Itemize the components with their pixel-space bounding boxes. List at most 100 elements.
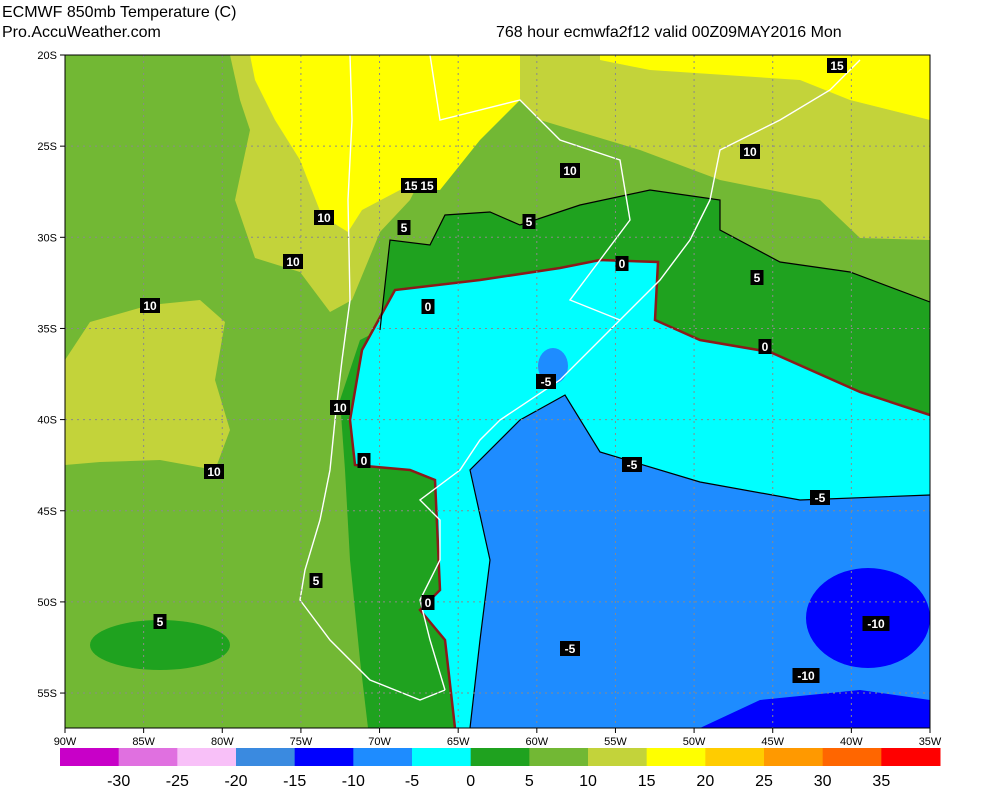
graticule: [65, 55, 930, 728]
contour-label: 10: [743, 145, 757, 159]
field-0-5: [90, 620, 230, 670]
contour-label: 10: [207, 465, 221, 479]
longitude-label: 70W: [368, 736, 391, 748]
coastline: [418, 59, 861, 691]
border: [429, 54, 631, 321]
contour-label-box: [283, 254, 303, 269]
field-minus15-minus10: [700, 690, 930, 728]
contour-label-box: [330, 400, 350, 415]
color-scale-label: 35: [872, 773, 890, 790]
contour-label-box: [536, 374, 556, 389]
map-field: [65, 54, 931, 729]
longitude-label: 75W: [290, 736, 313, 748]
color-swatch: [177, 748, 237, 766]
color-swatch: [705, 748, 765, 766]
axes: 20S 25S 30S 35S 40S 45S 50S 55S 90W 85W 80W 75W 70W 6…: [37, 50, 942, 748]
isotherm: [379, 189, 931, 331]
color-swatch: [822, 748, 882, 766]
contour-label: 0: [425, 596, 432, 610]
longitude-label: 45W: [761, 736, 784, 748]
contour-label: -10: [867, 617, 885, 631]
color-swatch: [646, 748, 706, 766]
longitude-label: 90W: [54, 736, 77, 748]
contour-label: 0: [619, 257, 626, 271]
latitude-label: 50S: [37, 597, 57, 609]
longitude-label: 60W: [526, 736, 549, 748]
color-swatch: [470, 748, 530, 766]
contour-label-box: [140, 298, 160, 313]
latitude-label: 30S: [37, 232, 57, 244]
map-title: ECMWF 850mb Temperature (C): [2, 4, 236, 21]
contour-label-box: [421, 299, 435, 314]
contour-label-box: [309, 573, 323, 588]
field-minus10-minus5: [470, 395, 930, 728]
color-scale-label: 5: [525, 773, 534, 790]
contour-label: 10: [563, 164, 577, 178]
contour-label: 15: [404, 179, 418, 193]
color-scale-label: 20: [696, 773, 714, 790]
color-scale-label: -20: [224, 773, 247, 790]
color-swatch: [294, 748, 354, 766]
contour-label-box: [153, 614, 167, 629]
contour-label: 5: [313, 574, 320, 588]
color-scale-label: -5: [405, 773, 419, 790]
contour-label: 0: [361, 454, 368, 468]
contour-label-box: [401, 178, 421, 193]
color-scale-label: -10: [342, 773, 365, 790]
longitude-label: 85W: [132, 736, 155, 748]
contour-label-box: [750, 270, 764, 285]
color-swatch: [588, 748, 648, 766]
latitude-label: 40S: [37, 415, 57, 427]
contour-label-box: [792, 668, 820, 683]
contour-label-box: [622, 457, 642, 472]
color-swatch: [353, 748, 413, 766]
contour-label: -5: [815, 491, 826, 505]
color-swatch: [412, 748, 472, 766]
color-scale-label: -15: [283, 773, 306, 790]
field-15-20: [600, 55, 930, 120]
contour-label: 10: [143, 299, 157, 313]
contour-label-box: [522, 214, 536, 229]
color-swatch: [529, 748, 589, 766]
latitude-label: 55S: [37, 688, 57, 700]
longitude-label: 55W: [604, 736, 627, 748]
contour-label-box: [417, 178, 437, 193]
color-swatch: [118, 748, 178, 766]
field-15-20: [250, 55, 520, 232]
contour-label-box: [758, 339, 772, 354]
zero-isotherm: [348, 258, 931, 729]
longitude-label: 65W: [447, 736, 470, 748]
contour-label-box: [421, 595, 435, 610]
contour-labels: 15 10 10 15 10 15 5 5 10 10 0 5 0 0 -5 10 0 -5 10 -5 5 0 5 -10 -…: [140, 58, 890, 683]
field-10-15: [65, 300, 230, 470]
contour-label-box: [862, 616, 890, 631]
contour-label: 10: [286, 255, 300, 269]
latitude-label: 25S: [37, 141, 57, 153]
coastline: [299, 54, 446, 701]
contour-label: -5: [565, 642, 576, 656]
map-frame: [64, 54, 931, 729]
contour-label: 5: [157, 615, 164, 629]
latitude-label: 45S: [37, 506, 57, 518]
contour-label-box: [615, 256, 629, 271]
contour-label: 15: [420, 179, 434, 193]
contour-label: 0: [425, 300, 432, 314]
contour-label: 5: [754, 271, 761, 285]
isotherm: [469, 394, 931, 729]
contour-label: 10: [333, 401, 347, 415]
color-swatch: [881, 748, 941, 766]
contour-label-box: [314, 210, 334, 225]
contour-label: -5: [541, 375, 552, 389]
latitude-label: 35S: [37, 323, 57, 335]
longitude-label: 40W: [840, 736, 863, 748]
contour-label-box: [397, 220, 411, 235]
contour-label: 15: [830, 59, 844, 73]
contour-label-box: [204, 464, 224, 479]
longitude-label: 35W: [919, 736, 942, 748]
color-scale-label: 0: [466, 773, 475, 790]
contour-label: 10: [317, 211, 331, 225]
color-scale-label: 15: [638, 773, 656, 790]
valid-time: 768 hour ecmwfa2f12 valid 00Z09MAY2016 M…: [496, 24, 842, 41]
color-swatch: [764, 748, 824, 766]
